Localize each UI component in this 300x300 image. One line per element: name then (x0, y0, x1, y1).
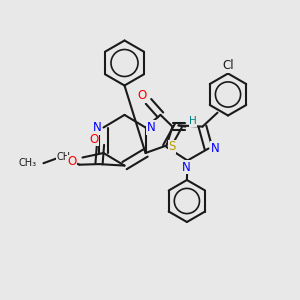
Text: N: N (211, 142, 220, 155)
Text: CH₃: CH₃ (57, 152, 75, 162)
Text: H: H (189, 116, 197, 126)
Text: N: N (182, 160, 190, 174)
Text: CH₃: CH₃ (19, 158, 37, 168)
Text: Cl: Cl (222, 59, 234, 73)
Text: O: O (89, 133, 98, 146)
Text: S: S (168, 140, 175, 154)
Text: O: O (67, 155, 76, 168)
Text: N: N (146, 121, 155, 134)
Text: N: N (92, 121, 101, 134)
Text: O: O (137, 89, 146, 103)
